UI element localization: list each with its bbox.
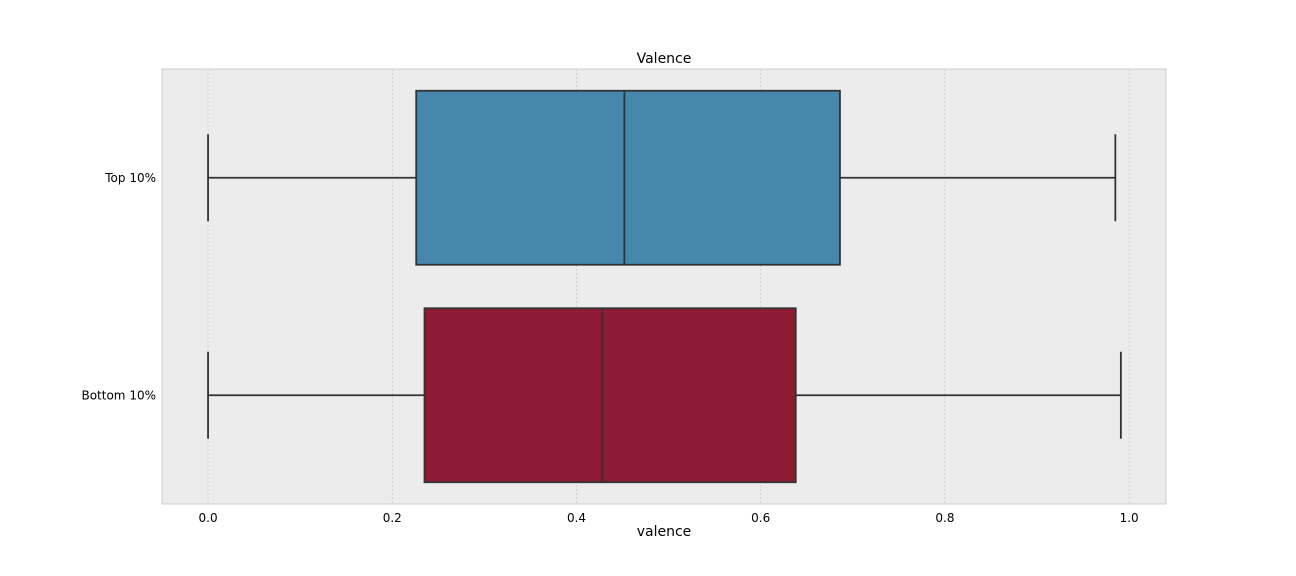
x-tick-label: 1.0 bbox=[1120, 511, 1139, 525]
x-tick-label: 0.4 bbox=[567, 511, 586, 525]
x-tick-label: 0.8 bbox=[935, 511, 954, 525]
x-tick-label: 0.2 bbox=[383, 511, 402, 525]
iqr-box bbox=[423, 307, 797, 484]
box-bottom-10 bbox=[207, 307, 1122, 484]
y-axis-ticks: Top 10% Bottom 10% bbox=[81, 171, 156, 403]
x-tick-label: 0.6 bbox=[751, 511, 770, 525]
x-axis-ticks: 0.0 0.2 0.4 0.6 0.8 1.0 bbox=[199, 511, 1139, 525]
iqr-box bbox=[415, 89, 841, 266]
x-axis-label: valence bbox=[637, 524, 692, 540]
plot-frame bbox=[161, 68, 1167, 505]
box-top-10 bbox=[207, 89, 1117, 266]
y-tick-label: Bottom 10% bbox=[81, 388, 156, 402]
y-tick-label: Top 10% bbox=[104, 171, 156, 185]
chart-title: Valence bbox=[637, 51, 692, 67]
x-tick-label: 0.0 bbox=[199, 511, 218, 525]
boxes bbox=[207, 89, 1122, 484]
